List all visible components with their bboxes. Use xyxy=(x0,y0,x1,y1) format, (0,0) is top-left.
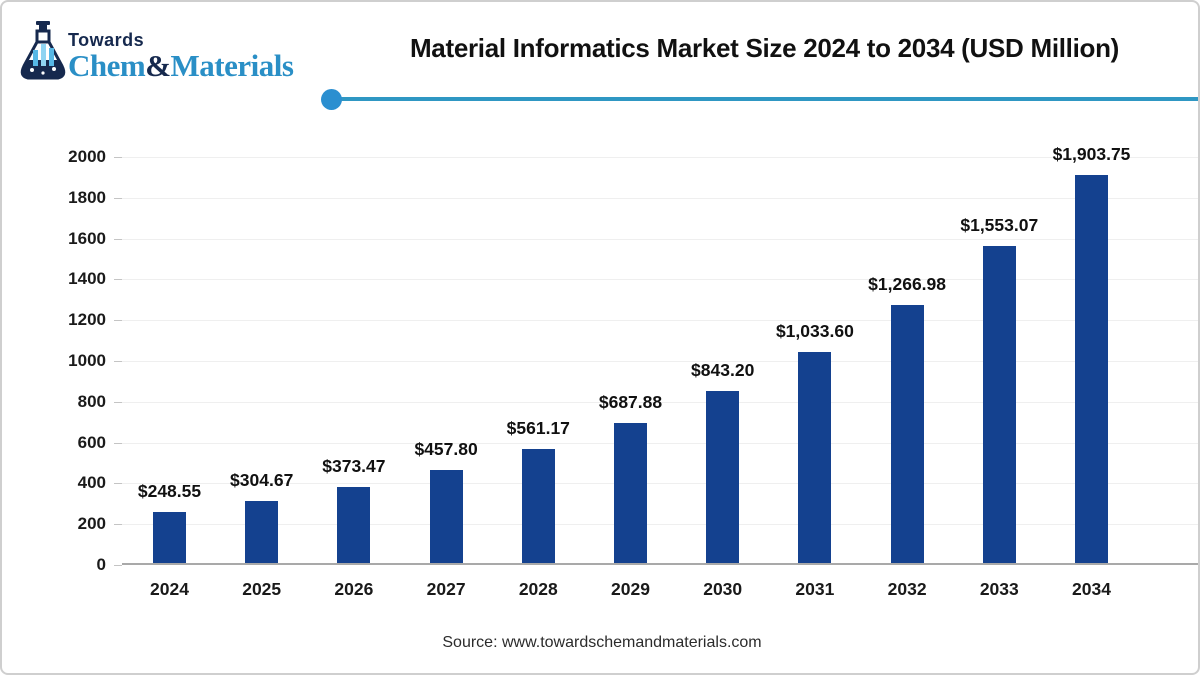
brand-chem: Chem xyxy=(68,48,146,83)
x-tick-label: 2032 xyxy=(887,579,927,599)
bar-value-label: $1,266.98 xyxy=(868,273,947,294)
gridline xyxy=(122,238,1198,240)
gridline xyxy=(122,320,1198,322)
bar-2029 xyxy=(614,422,647,563)
bar-value-label: $1,903.75 xyxy=(1052,143,1131,164)
gridline xyxy=(122,361,1198,362)
axis-tickmark xyxy=(114,279,122,281)
axis-tickmark xyxy=(114,361,122,362)
brand-towards: Towards xyxy=(68,30,145,50)
bar-2028 xyxy=(521,448,555,563)
gridline xyxy=(122,442,1198,444)
y-tick-label: 1800 xyxy=(68,187,106,207)
y-tick-label: 200 xyxy=(77,514,106,534)
page-title: Material Informatics Market Size 2024 to… xyxy=(409,33,1120,63)
y-tick-label: 0 xyxy=(96,555,106,574)
y-tick-label: 1400 xyxy=(68,269,106,289)
header-divider-line xyxy=(333,97,1198,101)
gridline xyxy=(122,157,1198,158)
x-tick-label: 2030 xyxy=(703,579,743,599)
plot-area: $248.55 $304.67 $373.47 $457.80 $561.17 $687.… xyxy=(114,144,1198,566)
x-tick-label: 2027 xyxy=(426,579,466,599)
bar-value-label: $843.20 xyxy=(691,360,755,380)
axis-tickmark xyxy=(114,524,122,526)
x-tick-label: 2034 xyxy=(1072,579,1111,599)
axis-tickmark xyxy=(114,442,122,444)
bar-2024 xyxy=(153,512,186,563)
header-divider-dot xyxy=(321,89,342,110)
y-axis: 0 200 400 600 800 1000 1200 1400 1600 1800 2000 xyxy=(2,147,106,574)
axis-tickmark xyxy=(114,197,122,199)
source-note: Source: www.towardschemandmaterials.com xyxy=(442,634,762,651)
y-tick-label: 1000 xyxy=(68,351,106,370)
axis-tickmark xyxy=(114,401,122,403)
y-tick-label: 1600 xyxy=(68,228,106,248)
y-tick-label: 400 xyxy=(77,473,106,493)
x-tick-label: 2031 xyxy=(795,579,835,599)
gridline xyxy=(122,279,1198,281)
axis-tickmark xyxy=(114,565,122,566)
bar-value-label: $304.67 xyxy=(230,469,294,490)
bar-2032 xyxy=(890,304,924,563)
x-tick-label: 2025 xyxy=(242,579,282,599)
x-tick-label: 2028 xyxy=(518,579,558,599)
brand-logo-text: Towards Chem&Materials xyxy=(68,30,332,81)
axis-tickmark xyxy=(114,320,122,322)
brand-logo: Towards Chem&Materials xyxy=(16,16,336,91)
flask-icon xyxy=(20,21,66,80)
x-tick-label: 2024 xyxy=(150,579,189,599)
bar-2027 xyxy=(429,469,463,563)
bar-2026 xyxy=(337,486,371,563)
gridline xyxy=(122,401,1198,403)
gridline xyxy=(122,483,1198,485)
y-tick-label: 1200 xyxy=(68,310,106,330)
y-tick-label: 800 xyxy=(77,391,106,411)
bar-value-label: $457.80 xyxy=(414,438,478,459)
gridline xyxy=(122,524,1198,526)
x-axis: 2024 2025 2026 2027 2028 2029 2030 2031 2032 2033… xyxy=(122,579,1198,603)
brand-name: Chem&Materials xyxy=(68,48,332,83)
bar-2034 xyxy=(1075,174,1108,563)
bar-value-label: $1,033.60 xyxy=(775,321,854,342)
bar-value-label: $248.55 xyxy=(137,481,202,502)
bar-2031 xyxy=(798,352,832,563)
brand-ampersand: & xyxy=(145,48,171,83)
axis-tickmark xyxy=(114,157,122,158)
gridline xyxy=(122,197,1198,199)
bar-value-label: $373.47 xyxy=(322,455,386,476)
x-tick-label: 2029 xyxy=(611,579,650,599)
axis-tickmark xyxy=(114,238,122,240)
bar-value-label: $687.88 xyxy=(598,391,663,412)
axis-tickmark xyxy=(114,483,122,485)
y-tick-label: 600 xyxy=(77,432,106,452)
bar-chart: 0 200 400 600 800 1000 1200 1400 1600 1800 2000 $2… xyxy=(2,132,1198,614)
x-tick-label: 2026 xyxy=(334,579,374,599)
bar-2025 xyxy=(245,500,279,563)
brand-materials: Materials xyxy=(170,48,294,83)
bar-2030 xyxy=(706,391,740,563)
y-tick-label: 2000 xyxy=(68,147,106,166)
bar-value-label: $1,553.07 xyxy=(960,215,1039,236)
x-tick-label: 2033 xyxy=(979,579,1019,599)
bar-2033 xyxy=(982,246,1016,563)
bar-value-label: $561.17 xyxy=(506,417,570,438)
